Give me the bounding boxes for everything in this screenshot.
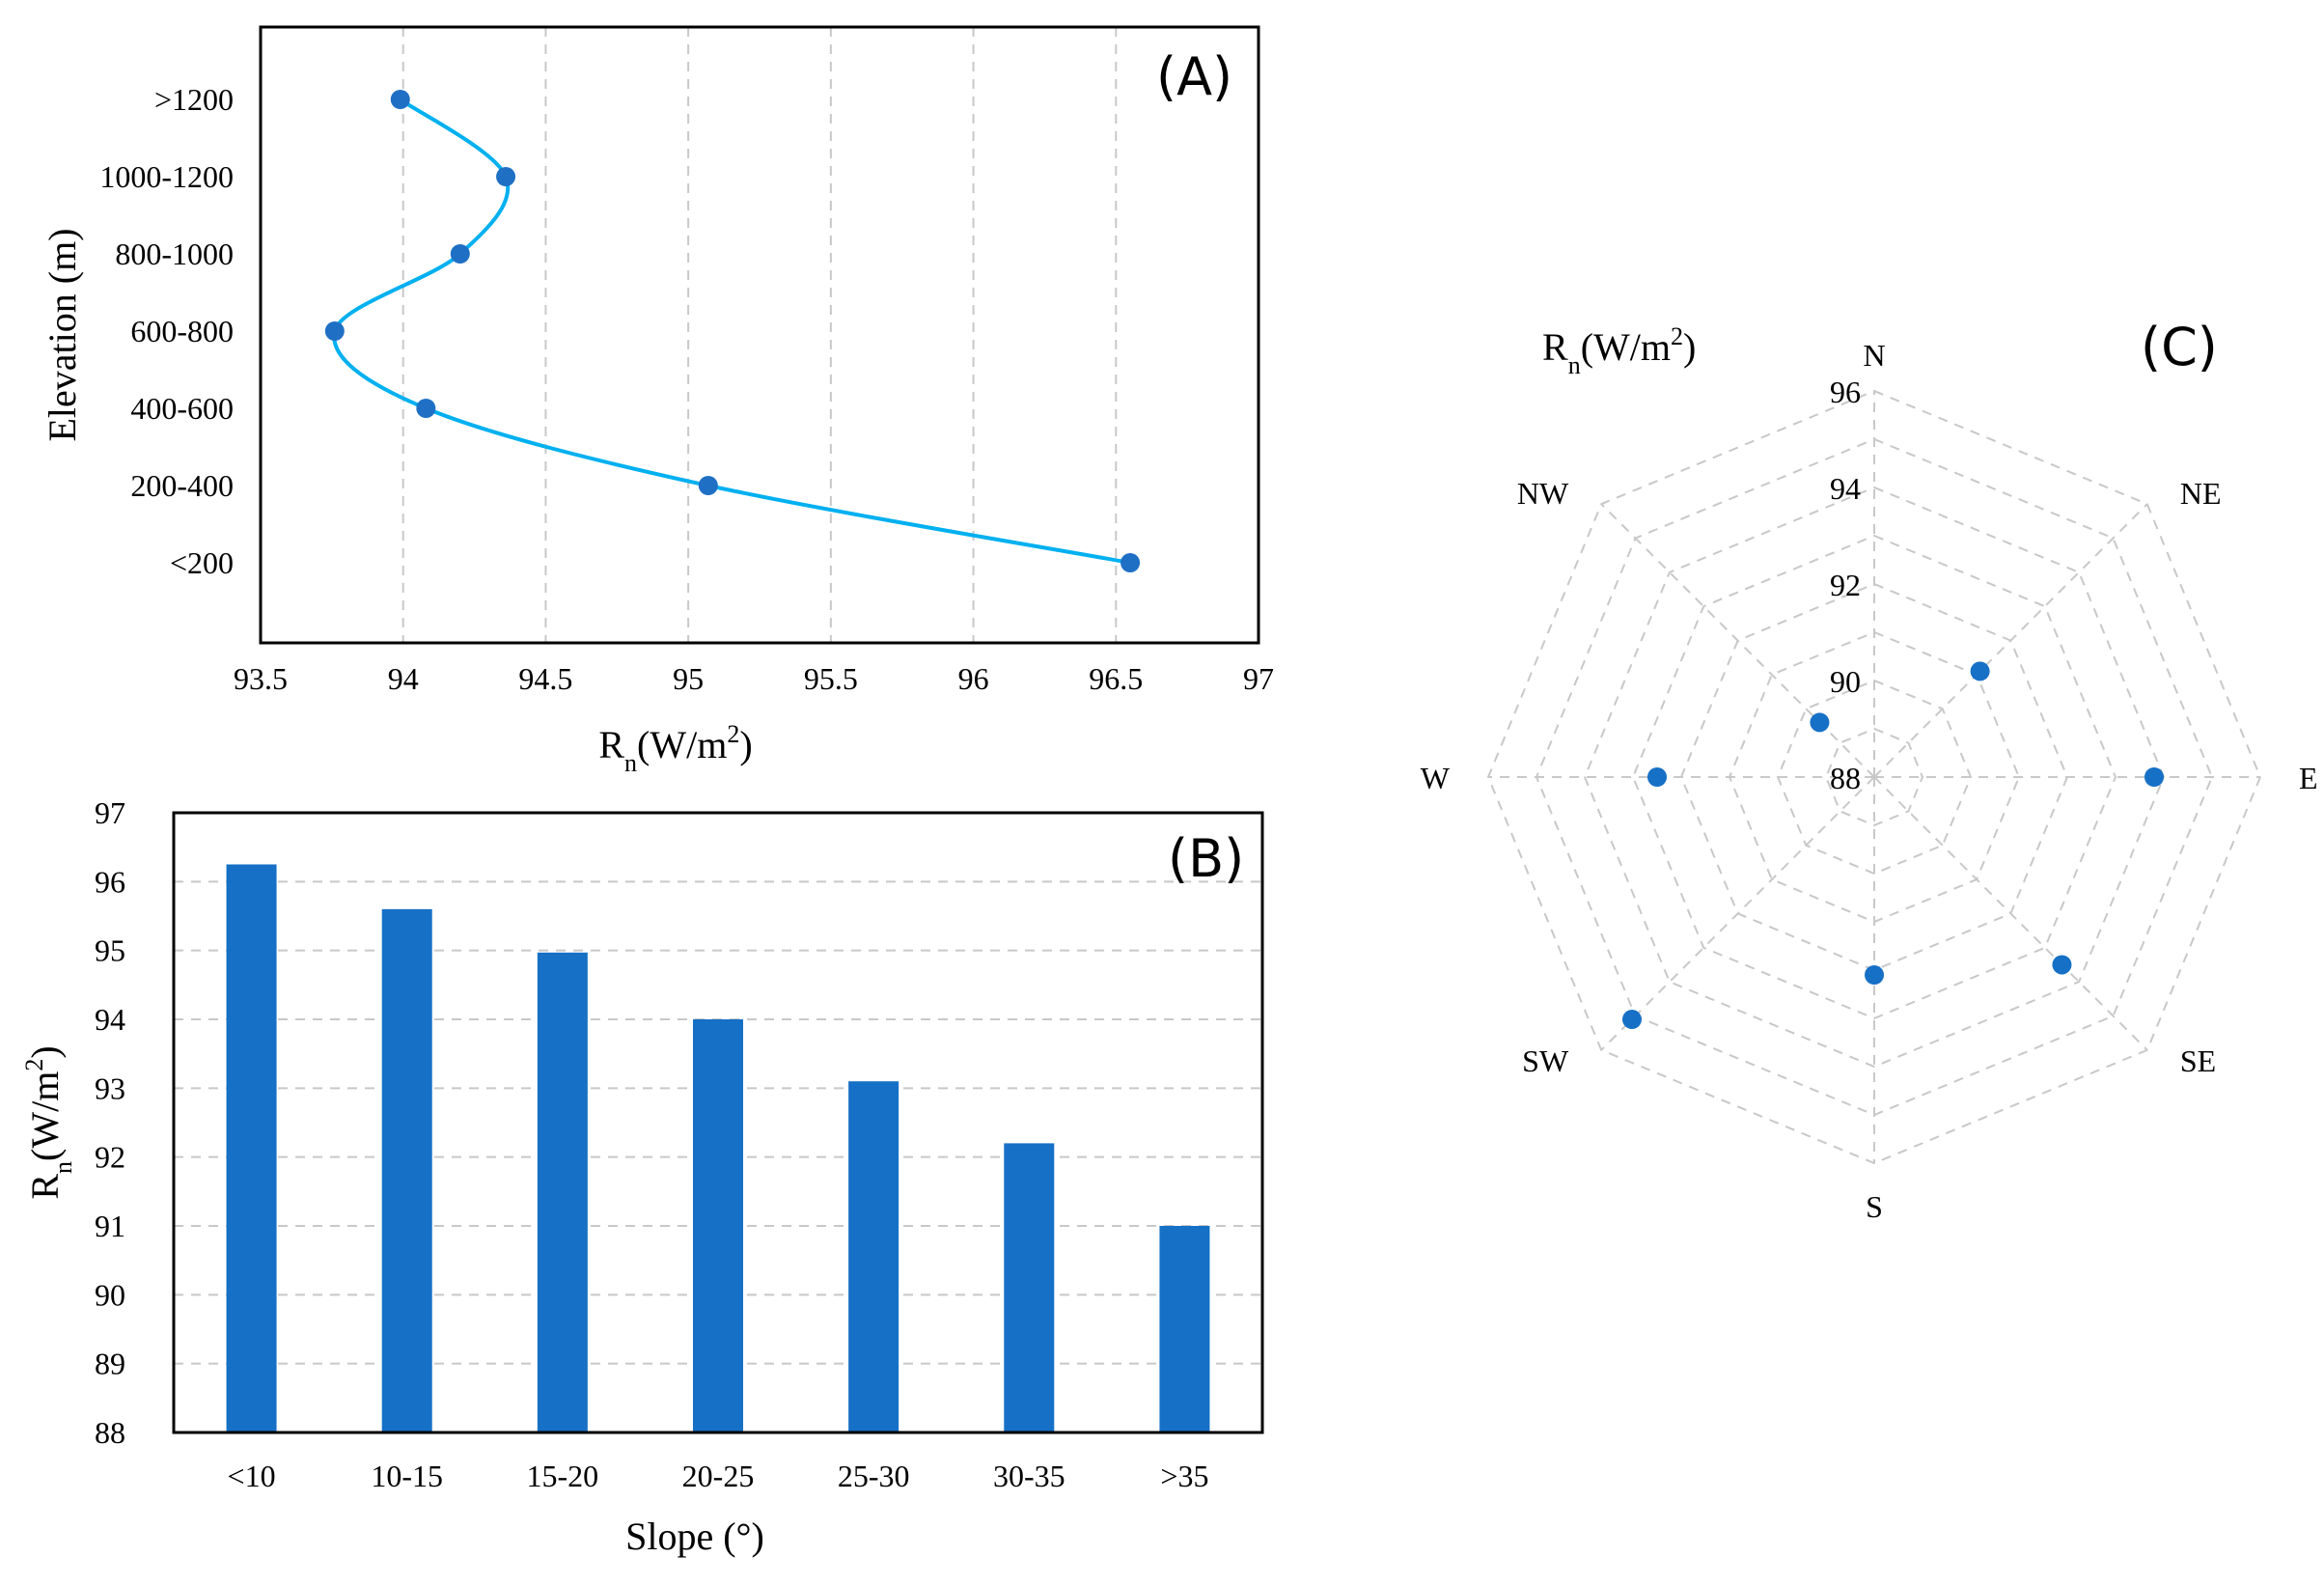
panel-c-minor-ring bbox=[1824, 727, 1924, 827]
panel-a-plot-frame bbox=[259, 25, 1260, 645]
panel-c-point-SE bbox=[2052, 955, 2072, 975]
panel-b-x-tick: <10 bbox=[228, 1459, 276, 1493]
panel-b-y-tick: 91 bbox=[95, 1209, 125, 1243]
panel-c-label: (C) bbox=[2141, 317, 2218, 377]
panel-b-slope-chart: 88 89 90 91 92 93 94 95 96 97 <10 10-15 15-20 20-25 2… bbox=[20, 795, 1264, 1558]
panel-b-x-tick: 20-25 bbox=[682, 1459, 755, 1493]
panel-c-direction-W: W bbox=[1421, 761, 1451, 795]
panel-a-y-tick-labels: <200 200-400 400-600 600-800 800-1000 1000-12… bbox=[99, 82, 234, 580]
panel-c-radial-tick-labels: 88 90 92 94 96 bbox=[1830, 375, 1861, 795]
panel-a-elevation-chart: <200 200-400 400-600 600-800 800-1000 1000-12… bbox=[41, 25, 1274, 777]
panel-a-point->1200 bbox=[390, 90, 410, 109]
panel-b-x-tick: 10-15 bbox=[371, 1459, 443, 1493]
panel-b-x-axis-label: Slope (°) bbox=[625, 1515, 764, 1558]
panel-a-series-line bbox=[332, 97, 1131, 565]
panel-a-x-tick: 94.5 bbox=[518, 661, 572, 696]
panel-a-y-axis-label: Elevation (m) bbox=[41, 228, 84, 441]
panel-b-y-tick: 94 bbox=[95, 1002, 125, 1037]
panel-c-r-tick: 96 bbox=[1830, 375, 1861, 409]
panel-c-direction-NE: NE bbox=[2180, 476, 2222, 511]
panel-a-y-tick: 600-800 bbox=[130, 314, 234, 348]
panel-b-y-tick: 88 bbox=[95, 1415, 125, 1450]
panel-b-bar-<10 bbox=[226, 864, 277, 1432]
panel-a-point-800-1000 bbox=[450, 244, 470, 264]
panel-c-ring bbox=[1583, 486, 2166, 1069]
panel-c-direction-SE: SE bbox=[2180, 1043, 2216, 1078]
panel-b-y-tick: 97 bbox=[95, 795, 125, 830]
panel-c-r-tick: 88 bbox=[1830, 761, 1861, 795]
panel-c-r-tick: 94 bbox=[1830, 471, 1861, 506]
panel-b-plot-frame bbox=[172, 811, 1264, 1434]
panel-b-bar-30-35 bbox=[1004, 1143, 1055, 1432]
panel-c-aspect-radar: 88 90 92 94 96 N NE E SE S SW W NW (C) Rn(W/m2) bbox=[1421, 317, 2318, 1224]
panel-a-point-400-600 bbox=[416, 399, 436, 418]
panel-a-x-tick: 95.5 bbox=[804, 661, 858, 696]
panel-b-bar-20-25 bbox=[693, 1019, 743, 1432]
panel-c-point-S bbox=[1865, 965, 1884, 985]
panel-b-y-tick: 95 bbox=[95, 933, 125, 968]
panel-b-y-axis-label: Rn(W/m2) bbox=[20, 1045, 77, 1199]
panel-c-point-SW bbox=[1621, 1010, 1642, 1030]
panel-a-y-tick: 800-1000 bbox=[115, 236, 234, 271]
panel-c-r-tick: 90 bbox=[1830, 664, 1861, 699]
panel-b-y-tick: 93 bbox=[95, 1071, 125, 1105]
panel-b-bar->35 bbox=[1159, 1226, 1210, 1432]
panel-b-y-tick: 89 bbox=[95, 1347, 125, 1381]
panel-c-direction-SW: SW bbox=[1522, 1043, 1569, 1078]
panel-a-x-tick: 96 bbox=[958, 661, 989, 696]
panel-c-point-E bbox=[2144, 767, 2164, 787]
panel-b-y-tick: 90 bbox=[95, 1277, 125, 1312]
panel-c-direction-NW: NW bbox=[1517, 476, 1569, 511]
panel-a-y-tick: 1000-1200 bbox=[99, 159, 234, 194]
panel-c-spoke bbox=[1873, 776, 2148, 1051]
panel-c-direction-N: N bbox=[1863, 338, 1885, 373]
panel-a-x-axis-label: Rn(W/m2) bbox=[598, 720, 752, 777]
panel-a-gridlines bbox=[401, 27, 1118, 643]
panel-b-bar-25-30 bbox=[848, 1081, 899, 1432]
panel-b-bar-15-20 bbox=[537, 952, 588, 1432]
panel-b-y-tick-labels: 88 89 90 91 92 93 94 95 96 97 bbox=[95, 795, 125, 1450]
panel-a-point-200-400 bbox=[698, 476, 718, 495]
panel-a-x-tick-labels: 93.5 94 94.5 95 95.5 96 96.5 97 bbox=[234, 661, 1274, 696]
panel-c-direction-E: E bbox=[2299, 761, 2318, 795]
panel-b-x-tick: 15-20 bbox=[527, 1459, 599, 1493]
panel-a-x-tick: 96.5 bbox=[1089, 661, 1143, 696]
panel-a-point-<200 bbox=[1120, 553, 1141, 572]
panel-c-spoke bbox=[1600, 776, 1875, 1051]
panel-b-x-tick-labels: <10 10-15 15-20 20-25 25-30 30-35 >35 bbox=[228, 1459, 1209, 1493]
panel-b-bar-10-15 bbox=[381, 908, 432, 1432]
panel-a-point-600-800 bbox=[324, 321, 345, 341]
panel-b-x-tick: 30-35 bbox=[993, 1459, 1065, 1493]
panel-a-y-tick: 400-600 bbox=[130, 391, 234, 426]
panel-c-minor-ring bbox=[1631, 534, 2117, 1020]
panel-c-spoke bbox=[1873, 503, 2148, 778]
panel-a-y-tick: 200-400 bbox=[130, 468, 234, 503]
panel-a-points bbox=[324, 90, 1141, 572]
panel-c-direction-S: S bbox=[1866, 1189, 1883, 1224]
panel-a-x-tick: 93.5 bbox=[234, 661, 288, 696]
panel-a-point-1000-1200 bbox=[496, 167, 516, 186]
panel-c-point-W bbox=[1647, 767, 1667, 787]
panel-c-direction-labels: N NE E SE S SW W NW bbox=[1421, 338, 2318, 1224]
panel-b-label: (B) bbox=[1168, 828, 1244, 889]
panel-b-y-tick: 96 bbox=[95, 864, 125, 899]
panel-a-x-tick: 95 bbox=[673, 661, 704, 696]
panel-b-y-tick: 92 bbox=[95, 1140, 125, 1175]
panel-c-point-NE bbox=[1970, 661, 1990, 681]
panel-b-x-tick: 25-30 bbox=[838, 1459, 910, 1493]
panel-a-x-tick: 94 bbox=[388, 661, 419, 696]
panel-c-points bbox=[1621, 661, 2164, 1030]
panel-c-unit-label: Rn(W/m2) bbox=[1542, 322, 1696, 379]
panel-c-r-tick: 92 bbox=[1830, 568, 1861, 602]
panel-c-spoke bbox=[1600, 503, 1875, 778]
panel-a-y-tick: >1200 bbox=[154, 82, 234, 117]
panel-a-y-tick: <200 bbox=[170, 545, 234, 580]
panel-c-point-NW bbox=[1810, 712, 1830, 733]
panel-a-label: (A) bbox=[1156, 46, 1232, 107]
panel-b-x-tick: >35 bbox=[1160, 1459, 1208, 1493]
panel-b-bars bbox=[226, 864, 1210, 1432]
panel-a-x-tick: 97 bbox=[1243, 661, 1274, 696]
